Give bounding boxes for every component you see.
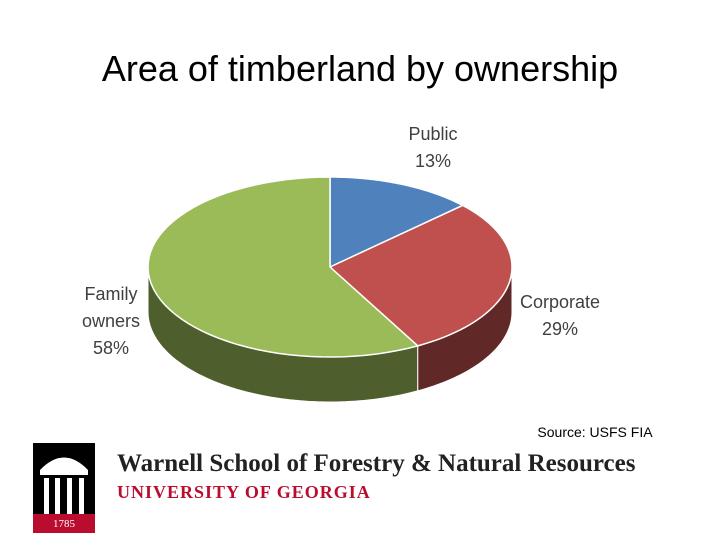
slice-label: Corporate 29%: [510, 289, 610, 343]
slice-label: Family owners 58%: [62, 281, 160, 362]
slice: [147, 176, 420, 358]
school-name: Warnell School of Forestry & Natural Res…: [117, 450, 636, 477]
logo-arch: 1785: [33, 443, 95, 533]
value-label: 13%: [414, 151, 452, 171]
slice-label: Public 13%: [388, 121, 478, 175]
category-label: Corporate: [519, 292, 601, 312]
slice: [329, 176, 465, 269]
source-note: Source: USFS FIA: [537, 424, 653, 440]
slice: [328, 204, 513, 347]
value-label: 29%: [541, 319, 579, 339]
logo-year: 1785: [53, 518, 76, 530]
university-name: UNIVERSITY OF GEORGIA: [117, 482, 371, 502]
category-label: Family owners: [81, 284, 141, 331]
chart-title: Area of timberland by ownership: [101, 48, 619, 89]
category-label: Public: [408, 124, 458, 144]
value-label: 58%: [92, 338, 130, 358]
